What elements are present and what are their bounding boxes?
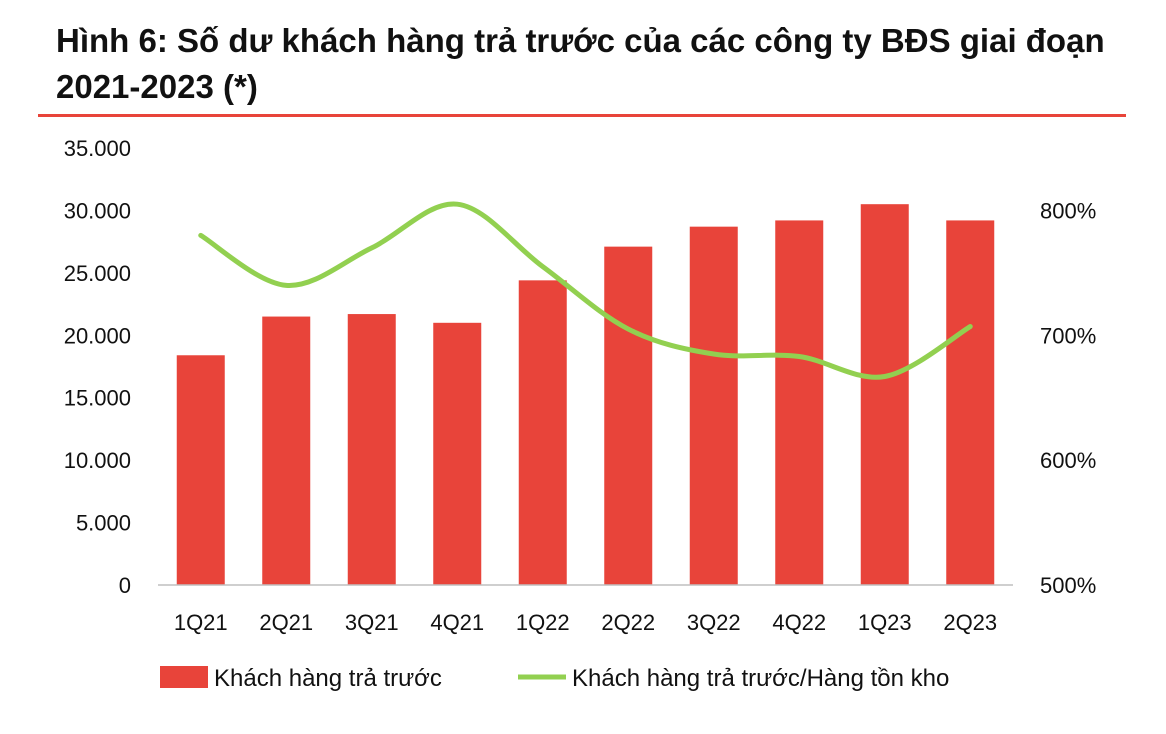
left-axis-tick-label: 25.000 [64,261,131,286]
bar [689,226,738,585]
left-axis-tick-label: 10.000 [64,448,131,473]
bar-series [176,204,995,585]
bar [604,246,653,585]
right-axis-tick-label: 700% [1040,323,1096,348]
x-axis-tick-label: 4Q22 [772,610,826,635]
x-axis-tick-label: 1Q21 [174,610,228,635]
right-axis-tick-label: 600% [1040,448,1096,473]
left-axis-tick-label: 20.000 [64,323,131,348]
right-axis-tick-label: 500% [1040,573,1096,598]
bar [347,314,396,585]
bar [262,316,311,585]
left-axis-tick-label: 30.000 [64,198,131,223]
right-axis-tick-label: 800% [1040,198,1096,223]
left-axis-ticks: 0 5.000 10.000 15.000 20.000 25.000 30.000 35.0… [64,136,131,598]
bar [176,355,225,585]
bar [860,204,909,585]
x-axis-tick-label: 2Q23 [943,610,997,635]
chart-title: Hình 6: Số dư khách hàng trả trước của c… [56,22,1105,105]
bar [775,220,824,585]
legend: Khách hàng trả trước Khách hàng trả trướ… [160,665,949,692]
x-axis-tick-label: 1Q22 [516,610,570,635]
bar [518,280,567,585]
bar [433,322,482,585]
x-axis-tick-label: 1Q23 [858,610,912,635]
x-axis-tick-label: 2Q22 [601,610,655,635]
legend-bar-label: Khách hàng trả trước [214,665,442,692]
x-axis-tick-label: 2Q21 [259,610,313,635]
legend-line-label: Khách hàng trả trước/Hàng tồn kho [572,665,949,692]
x-axis-tick-label: 4Q21 [430,610,484,635]
x-axis-tick-label: 3Q21 [345,610,399,635]
left-axis-tick-label: 15.000 [64,386,131,411]
legend-bar-swatch [160,666,208,688]
title-underline [38,114,1126,117]
x-axis-tick-label: 3Q22 [687,610,741,635]
bar [946,220,995,585]
left-axis-tick-label: 35.000 [64,136,131,161]
x-axis-ticks: 1Q21 2Q21 3Q21 4Q21 1Q22 2Q22 3Q22 4Q22 1Q23 2Q23 [174,610,997,635]
left-axis-tick-label: 5.000 [76,511,131,536]
left-axis-tick-label: 0 [119,573,131,598]
right-axis-ticks: 500% 600% 700% 800% [1040,198,1096,598]
ratio-line-series [198,201,973,380]
